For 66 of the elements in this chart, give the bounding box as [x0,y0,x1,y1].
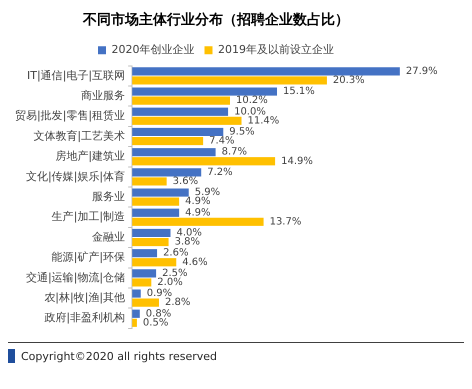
bar [132,258,176,266]
data-label: 7.2% [207,166,233,178]
bar [132,249,158,258]
bar [132,148,216,156]
bar [132,177,167,186]
y-tick-label: 政府|非盈利机构 [44,311,126,324]
data-label: 2.8% [164,297,190,308]
bar [132,157,276,166]
y-tick-label: IT|通信|电子|互联网 [27,68,126,82]
chart-title: 不同市场主体行业分布（招聘企业数占比） [82,11,349,28]
text: Copyright©2020 all rights reserved [21,350,217,362]
legend-label: 2020年创业企业 [112,43,195,56]
bar [132,228,171,238]
y-tick-label: 生产|加工|制造 [52,210,126,224]
y-tick-label: 能源|矿产|环保 [52,250,126,264]
data-label: 7.4% [209,136,235,147]
y-tick-label: 服务业 [92,190,126,203]
y-tick-label: 金融业 [92,230,126,244]
data-label: 4.9% [185,207,211,218]
bar [132,116,242,125]
y-tick-label: 商业服务 [81,88,126,102]
data-label: 13.7% [270,216,302,228]
bar [132,310,140,318]
data-label: 0.5% [142,317,168,328]
data-label: 4.6% [182,256,208,268]
data-label: 11.4% [248,115,280,126]
bar [132,208,180,217]
data-label: 4.9% [185,196,211,208]
y-tick-label: 交通|运输|物流|仓储 [26,270,126,284]
y-tick-label: 房地产|建筑业 [55,150,126,163]
data-label: 3.6% [172,176,198,188]
data-label: 15.1% [283,86,315,98]
bar [132,87,278,96]
data-label: 10.0% [234,106,266,118]
data-label: 0.8% [146,308,172,320]
y-tick-label: 文化|传媒|娱乐|体育 [26,170,126,183]
data-label: 14.9% [281,156,313,167]
bar [132,238,169,246]
bar [132,67,400,76]
bar [132,218,264,226]
data-label: 27.9% [406,66,438,77]
y-tick-label: 贸易|批发|零售|租赁业 [14,109,126,122]
bar [132,108,228,116]
data-label: 10.2% [236,95,268,106]
data-label: 20.3% [332,75,365,86]
bar [132,188,189,197]
data-label: 2.5% [162,268,188,279]
bar [132,76,327,85]
bar [132,278,152,287]
bar [132,168,202,176]
bar [132,128,224,136]
y-tick-label: 农|林|牧|渔|其他 [44,290,126,304]
data-label: 9.5% [229,126,255,138]
bar [132,269,156,278]
legend-label: 2019年及以前设立企业 [218,43,334,56]
data-label: 2.6% [163,248,188,259]
bar [132,96,230,105]
bar [132,136,204,146]
y-tick-label: 文体教育|工艺美术 [33,129,126,142]
bar [132,289,141,298]
bar [132,198,180,206]
bar [132,298,159,307]
bar [132,318,137,327]
data-label: 2.0% [157,277,183,288]
data-label: 3.8% [174,236,200,248]
data-label: 8.7% [222,146,248,158]
